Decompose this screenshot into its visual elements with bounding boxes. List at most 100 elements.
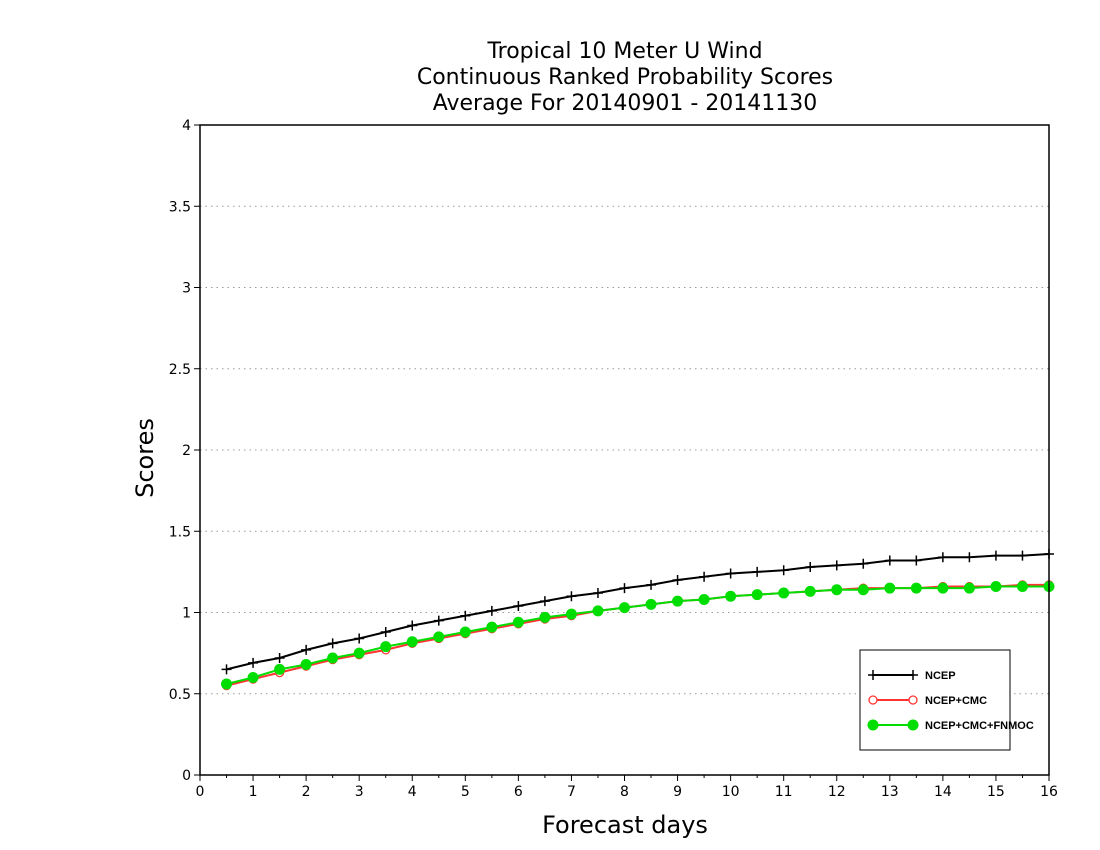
legend-marker [907,719,919,731]
data-point [619,583,630,594]
data-point [274,663,286,675]
data-point [831,560,842,571]
legend-label: NCEP+CMC [925,695,987,707]
data-point [1017,550,1028,561]
data-point [380,641,392,653]
data-point [1016,581,1028,592]
data-point [645,598,657,610]
data-point [539,596,550,607]
y-tick-label: 2.5 [169,362,191,378]
data-point [566,591,577,602]
data-point [459,626,471,638]
x-tick-label: 12 [828,784,846,800]
data-point [990,581,1002,592]
data-point [725,590,737,602]
data-point [592,605,604,617]
data-point [937,552,948,563]
data-point [460,610,471,621]
y-tick-label: 3.5 [169,199,191,215]
data-point [248,657,259,668]
title-line-3: Average For 20140901 - 20141130 [433,91,818,116]
data-point [910,582,922,594]
x-axis-ticks: 0 1 2 3 4 5 6 7 8 9 10 11 12 13 14 15 16 [196,775,1058,800]
series-3 [221,581,1055,690]
data-point [858,558,869,569]
data-point [513,601,524,611]
x-tick-label: 11 [775,784,793,800]
legend-item: NCEP+CMC [868,695,987,707]
legend: NCEP NCEP+CMC NCEP+CMC+FNMOC [859,649,1034,751]
data-point [300,659,312,670]
data-point [672,595,684,607]
data-point [778,587,790,599]
legend-label: NCEP+CMC+FNMOC [925,720,1034,732]
data-point [990,550,1001,561]
series-layer [221,549,1055,691]
data-point [804,585,816,597]
data-point [433,615,444,626]
x-tick-label: 10 [722,784,740,800]
plot-frame [199,124,1050,776]
data-point [327,638,338,649]
data-point [247,672,259,683]
data-point [805,562,816,572]
x-tick-label: 0 [196,784,205,800]
x-tick-label: 4 [408,784,417,800]
data-point [725,568,736,579]
data-point [619,602,630,614]
x-tick-label: 6 [514,784,523,800]
x-tick-label: 16 [1040,784,1058,800]
data-point [221,678,233,690]
data-point [937,582,949,594]
title-line-1: Tropical 10 Meter U Wind [486,39,762,64]
data-point [752,566,763,577]
data-point [592,588,603,598]
data-point [565,608,577,620]
data-point [221,664,232,675]
data-point [831,584,843,596]
data-point [699,571,710,582]
x-tick-label: 7 [567,784,576,800]
data-point [857,584,869,596]
x-tick-label: 15 [987,784,1005,800]
legend-marker [868,670,878,680]
y-tick-label: 3 [182,281,191,297]
x-tick-label: 5 [461,784,470,800]
data-point [380,627,391,637]
data-point [911,555,922,566]
data-point [433,631,445,643]
y-tick-label: 0.5 [169,687,191,703]
data-point [963,582,975,594]
y-axis-label: Scores [131,418,159,498]
data-point [884,582,896,594]
legend-item: NCEP+CMC+FNMOC [867,719,1034,732]
legend-label: NCEP [925,670,956,682]
x-tick-label: 14 [934,784,952,800]
data-point [353,647,365,659]
data-point [274,653,285,663]
legend-item: NCEP [868,670,956,682]
data-point [884,555,895,566]
data-point [486,621,498,633]
data-point [646,579,657,590]
y-tick-label: 2 [182,443,191,459]
data-point [778,565,789,576]
data-point [406,636,418,648]
data-point [751,589,763,601]
x-tick-label: 2 [302,784,311,800]
data-point [327,652,339,664]
title-line-2: Continuous Ranked Probability Scores [417,65,833,90]
x-tick-label: 1 [249,784,258,800]
data-point [486,605,497,616]
x-tick-label: 9 [673,784,682,800]
y-tick-label: 1.5 [169,524,191,540]
y-tick-label: 1 [182,606,191,622]
legend-marker [908,670,918,680]
series-1 [221,549,1054,675]
y-axis-ticks: 0 0.5 1 1.5 2 2.5 3 3.5 4 [169,118,200,784]
data-point [539,611,551,623]
data-point [354,633,365,644]
legend-marker [908,695,918,705]
legend-marker [867,719,879,731]
